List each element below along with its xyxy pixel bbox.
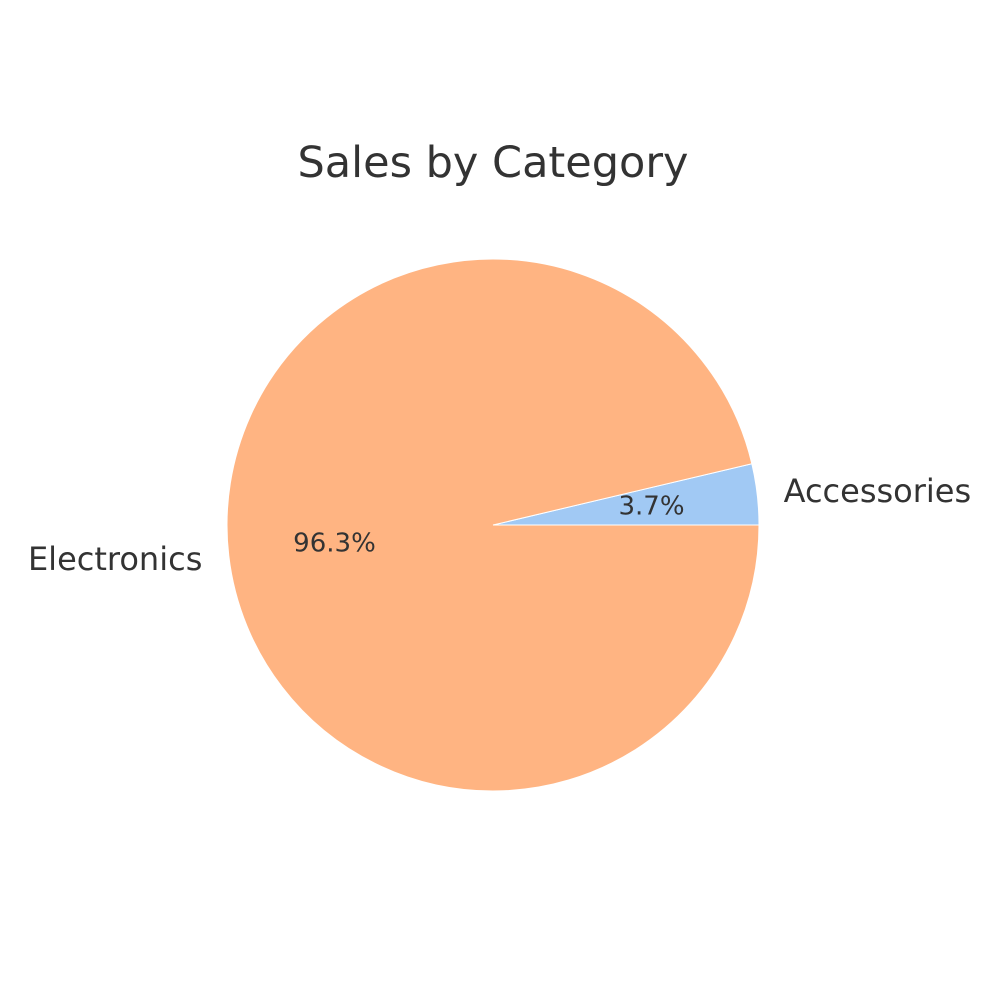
percent-label-electronics: 96.3% [293,529,376,559]
chart-title: Sales by Category [298,138,689,188]
pie-slice-electronics [226,258,760,792]
pie-labels: Accessories 3.7% Electronics 96.3% [28,472,971,578]
slice-label-electronics: Electronics [28,540,202,578]
pie-slices [226,258,760,792]
percent-label-accessories: 3.7% [618,491,684,521]
slice-label-accessories: Accessories [784,472,972,510]
